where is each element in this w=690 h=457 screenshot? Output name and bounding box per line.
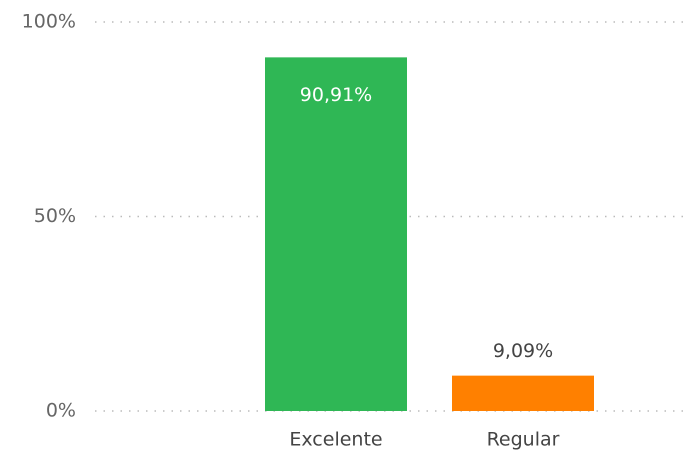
value-label: 90,91% [300,84,372,106]
y-tick-label: 0% [46,400,76,422]
x-tick-label: Excelente [289,429,382,451]
bar [265,57,407,411]
value-label: 9,09% [493,340,553,362]
y-tick-label: 100% [22,11,76,33]
y-tick-label: 50% [34,205,76,227]
x-tick-label: Regular [487,429,560,451]
bar [452,375,594,411]
